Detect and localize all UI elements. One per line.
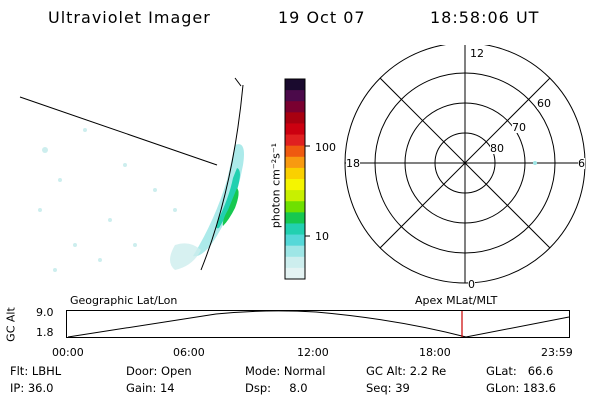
mode-status: Mode: Normal	[245, 364, 326, 378]
colorbar-gradient	[285, 79, 305, 280]
alt-tick-low: 1.8	[36, 326, 54, 339]
glon-status: GLon: 183.6	[486, 381, 556, 395]
gain-status: Gain: 14	[126, 381, 175, 395]
colorbar-cell	[285, 123, 305, 136]
colorbar-cell	[285, 223, 305, 236]
colorbar-cell	[285, 112, 305, 124]
track-left-title: Geographic Lat/Lon	[70, 294, 178, 307]
mlt-label-18: 18	[346, 157, 360, 170]
aurora-emission	[38, 128, 244, 272]
colorbar-cell	[285, 267, 305, 280]
seq-status: Seq: 39	[366, 381, 410, 395]
terminator-lines	[19, 77, 244, 271]
gc-alt-status: GC Alt: 2.2 Re	[366, 364, 447, 378]
mlt-label-6: 6	[578, 157, 585, 170]
colorbar-cell	[285, 201, 305, 213]
track-axis-label: GC Alt	[4, 307, 18, 342]
mlt-label-0: 0	[468, 278, 475, 291]
door-status: Door: Open	[126, 364, 192, 378]
colorbar-tick-100: 100	[315, 141, 336, 154]
time-tick-2359: 23:59	[541, 346, 573, 359]
colorbar-cell	[285, 234, 305, 247]
polar-plot	[344, 45, 586, 284]
colorbar-tick-10: 10	[315, 230, 329, 243]
mlat-label-70: 70	[512, 121, 526, 134]
time-tick-0000: 00:00	[52, 346, 84, 359]
colorbar-cell	[285, 212, 305, 224]
colorbar-cell	[285, 190, 305, 202]
aurora-spot	[533, 161, 537, 165]
colorbar-cell	[285, 245, 305, 258]
colorbar-unit-label: photon cm⁻²s⁻¹	[269, 142, 283, 229]
date-label: 19 Oct 07	[278, 8, 366, 27]
alt-tick-high: 9.0	[36, 306, 54, 319]
filter-status: Flt: LBHL	[10, 364, 62, 378]
colorbar-cell	[285, 134, 305, 147]
mlat-label-80: 80	[490, 142, 504, 155]
altitude-track-plot	[66, 310, 570, 338]
glat-status: GLat: 66.6	[486, 364, 554, 378]
mlat-label-60: 60	[537, 97, 551, 110]
colorbar-cell	[285, 145, 305, 158]
time-tick-1200: 12:00	[297, 346, 329, 359]
time-tick-0600: 06:00	[173, 346, 205, 359]
geographic-image-panel	[19, 77, 244, 272]
colorbar-cell	[285, 179, 305, 191]
colorbar-cell	[285, 167, 305, 180]
track-right-title: Apex MLat/MLT	[415, 294, 498, 307]
colorbar-cell	[285, 79, 305, 91]
colorbar-cell	[285, 256, 305, 269]
ip-status: IP: 36.0	[10, 381, 54, 395]
mlt-label-12: 12	[470, 47, 484, 60]
app-title: Ultraviolet Imager	[48, 8, 211, 27]
colorbar-cell	[285, 156, 305, 169]
intensity-colorbar	[284, 78, 310, 280]
dsp-status: Dsp: 8.0	[245, 381, 308, 395]
time-label: 18:58:06 UT	[430, 8, 540, 27]
time-tick-1800: 18:00	[419, 346, 451, 359]
colorbar-cell	[285, 90, 305, 102]
altitude-curve	[67, 310, 570, 338]
colorbar-cell	[285, 101, 305, 113]
